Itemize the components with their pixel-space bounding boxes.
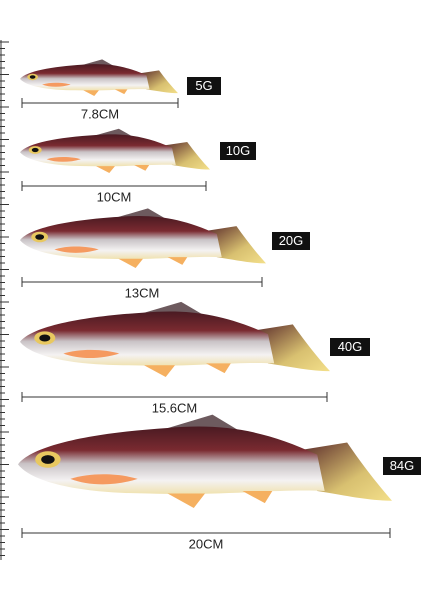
fish-dorsal-fin (113, 208, 166, 219)
fish-fin (46, 157, 81, 162)
fish-fin (63, 349, 120, 358)
fish-fin (54, 246, 99, 253)
length-label: 7.8CM (81, 106, 119, 121)
fish-dorsal-fin (80, 59, 114, 66)
fish-fin (96, 166, 116, 173)
weight-badge (272, 232, 310, 250)
ruler (0, 40, 9, 560)
fish-tail (302, 442, 392, 501)
fish-lure (20, 301, 330, 377)
length-label: 20CM (189, 536, 224, 551)
items: 5G 7.8CM 10G 10CM 20G 13CM 40G 15.6CM 84G 20CM (18, 59, 421, 551)
fish-tail (206, 226, 266, 264)
weight-label: 40G (338, 339, 363, 354)
weight-badge (187, 77, 221, 95)
fish-body (18, 426, 325, 494)
fish-tail (164, 141, 211, 170)
fish-dorsal-fin (137, 301, 203, 315)
fish-pupil (35, 234, 45, 240)
fish-pupil (41, 455, 55, 464)
length-label: 10CM (97, 189, 132, 204)
fish-lure (20, 208, 266, 268)
weight-label: 84G (390, 458, 415, 473)
fish-lure (20, 59, 178, 96)
fish-fin (167, 493, 205, 508)
fish-lure (20, 128, 211, 173)
fish-pupil (31, 147, 39, 153)
weight-label: 20G (279, 233, 304, 248)
weight-label: 10G (226, 143, 251, 158)
fish-fin (242, 491, 273, 504)
fish-dorsal-fin (92, 128, 133, 137)
fish-dorsal-fin (160, 414, 239, 431)
fish-body (20, 311, 275, 366)
weight-label: 5G (195, 78, 212, 93)
fish-fin (42, 82, 71, 87)
fish-pupil (29, 75, 36, 79)
fish-body (20, 64, 150, 91)
fish-body (20, 134, 176, 167)
length-label: 13CM (125, 285, 160, 300)
fish-fin (134, 164, 150, 171)
fish-fin (118, 258, 143, 268)
fish-body (20, 215, 222, 260)
weight-badge (383, 457, 421, 475)
fish-fin (167, 257, 188, 265)
fish-fin (114, 89, 128, 95)
fish-fin (70, 474, 138, 485)
fish-pupil (39, 334, 51, 342)
fish-lure (18, 414, 392, 508)
fish-fin (144, 365, 175, 377)
weight-badge (220, 142, 256, 160)
length-label: 15.6CM (152, 400, 198, 415)
fish-tail (140, 70, 178, 94)
fish-fin (206, 363, 231, 374)
fish-fin (83, 90, 99, 96)
weight-badge (330, 338, 370, 356)
fish-tail (255, 324, 330, 372)
